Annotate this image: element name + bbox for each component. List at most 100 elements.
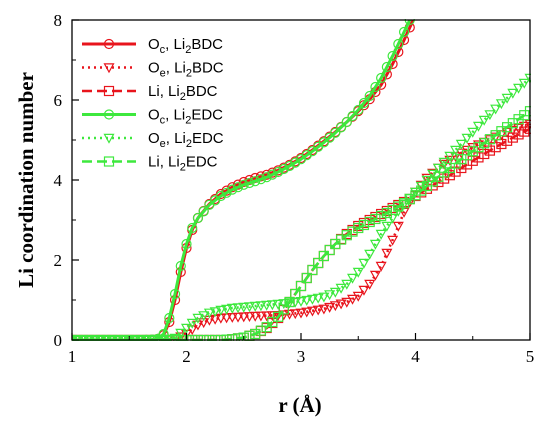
series-6-point [370, 213, 381, 225]
series-2-point [180, 329, 193, 340]
series-2-point [238, 312, 250, 323]
legend-item-2: Oe, Li2BDC [82, 60, 224, 80]
series-2-point [324, 302, 336, 313]
series-4-point [387, 50, 398, 62]
series-5-point [513, 83, 525, 94]
series-5-point [438, 157, 450, 168]
series-4-point [187, 222, 198, 234]
series-5-point [261, 300, 273, 311]
series-5-point [306, 294, 318, 305]
series-6-point [255, 325, 267, 336]
series-2-point [375, 261, 387, 272]
series-4-point [330, 127, 341, 138]
plot-area [72, 19, 531, 341]
series-2-point [392, 221, 404, 232]
y-axis-title: Li coordination number [14, 72, 38, 288]
series-5-point [484, 110, 496, 121]
series-5-point [495, 99, 507, 110]
series-5-point [501, 93, 513, 104]
series-6-point [324, 244, 335, 256]
legend-label: Li, Li2EDC [148, 154, 218, 174]
series-2-point [358, 285, 370, 296]
series-3-point [439, 173, 450, 184]
series-5-point [335, 283, 347, 294]
legend-label: Li, Li2BDC [148, 83, 218, 103]
series-4-point [255, 174, 267, 185]
series-5-point [301, 295, 313, 306]
series-line-5 [72, 77, 531, 341]
series-2-point [352, 291, 364, 302]
series-3-point [450, 166, 461, 177]
legend-item-3: Li, Li2BDC [82, 83, 218, 103]
series-5-point [358, 258, 370, 269]
series-4-point [284, 160, 295, 172]
series-6-point [273, 311, 284, 322]
series-2-point [513, 123, 525, 134]
series-5-point [169, 333, 181, 341]
series-4-point [290, 157, 301, 168]
y-tick-label: 4 [54, 171, 63, 190]
series-5-point [215, 305, 227, 316]
series-4-point [364, 90, 375, 102]
series-5-point [175, 328, 187, 339]
y-tick-label: 8 [54, 11, 63, 30]
series-5-point [507, 88, 519, 99]
series-4-point [273, 166, 284, 178]
series-2-point [364, 279, 376, 290]
series-2-point [387, 235, 399, 246]
plot-frame [71, 19, 531, 341]
series-4-point [250, 176, 261, 187]
series-5-point [427, 169, 439, 180]
series-5-point [312, 293, 324, 304]
series-5-point [421, 175, 433, 186]
series-6-point [267, 316, 278, 328]
series-6-point [393, 201, 404, 212]
series-6-point [238, 332, 249, 341]
legend-label: Oe, Li2BDC [148, 60, 224, 80]
series-4-point [381, 61, 392, 73]
series-2-point [421, 173, 433, 184]
series-6-point [232, 333, 244, 341]
series-2-point [495, 130, 507, 141]
series-3-point [444, 170, 455, 181]
series-2-point [450, 152, 462, 163]
series-6-point [381, 207, 392, 219]
series-4-point [353, 104, 364, 116]
series-5-point [518, 78, 530, 89]
series-5-point [455, 139, 467, 150]
x-tick-label: 5 [526, 347, 535, 366]
series-5-point [347, 273, 359, 284]
legend-marker [103, 133, 115, 144]
series-2-point [335, 299, 347, 310]
series-3-point [473, 152, 484, 163]
series-5-point [409, 187, 422, 198]
series-5-point [364, 249, 376, 260]
series-4-point [221, 187, 232, 198]
series-4-point [198, 206, 209, 217]
series-6-point [376, 210, 387, 222]
series-5-point [266, 300, 278, 311]
series-5-point [186, 318, 198, 329]
series-6-point [301, 272, 312, 284]
legend-label: Oe, Li2EDC [148, 130, 224, 150]
series-3-point [513, 129, 524, 140]
series-2-point [467, 143, 479, 153]
series-5-point [478, 115, 490, 126]
series-6-point [364, 216, 375, 228]
series-5-point [324, 290, 336, 301]
series-4-point [341, 116, 352, 128]
series-2-point [266, 311, 278, 322]
series-6-point [353, 222, 364, 234]
x-tick-label: 2 [182, 347, 191, 366]
y-tick-label: 0 [54, 331, 63, 350]
series-4-point [192, 212, 204, 224]
series-5-point [444, 151, 456, 162]
series-5-point [232, 303, 244, 314]
series-6-point [313, 257, 324, 269]
series-2-point [295, 308, 307, 319]
y-tick-label: 6 [54, 91, 63, 110]
series-5-point [221, 304, 233, 315]
x-tick-label: 1 [68, 347, 77, 366]
series-6-point [227, 334, 238, 341]
series-5-point [318, 292, 330, 303]
